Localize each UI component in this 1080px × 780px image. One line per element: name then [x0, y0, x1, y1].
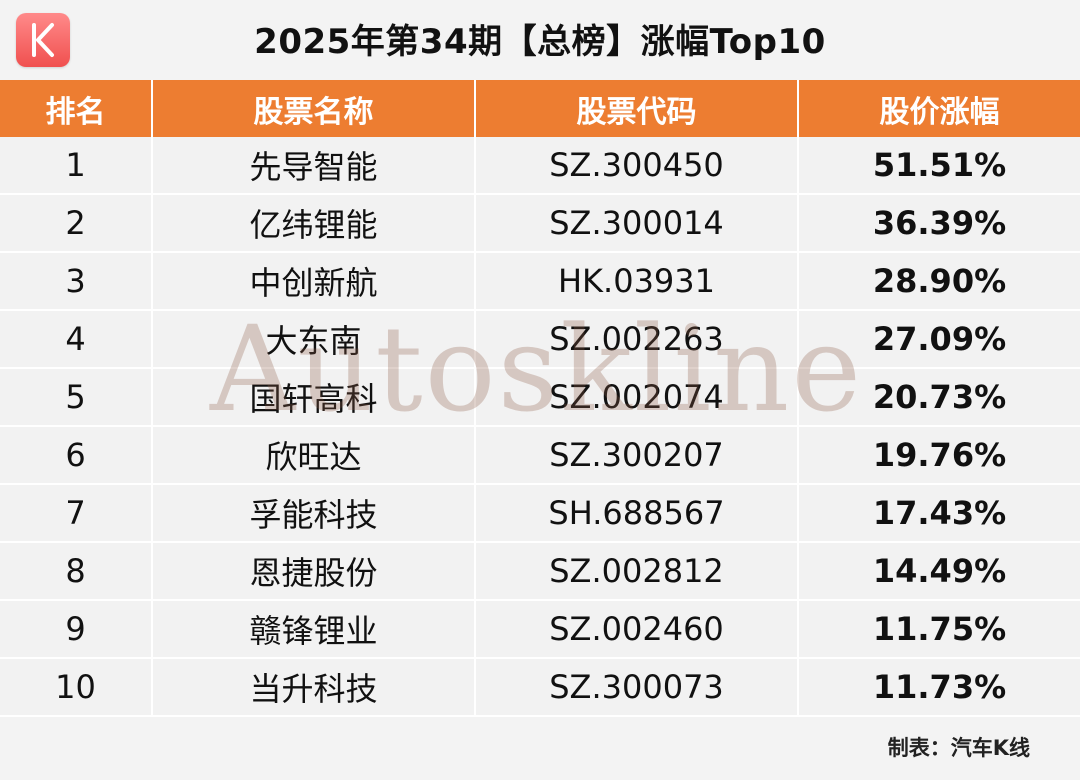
ranking-table: 排名 股票名称 股票代码 股价涨幅 1 先导智能 SZ.300450 51.51…	[0, 80, 1080, 717]
page-title: 2025年第34期【总榜】涨幅Top10	[254, 22, 826, 62]
stock-name-cell: 亿纬锂能	[151, 194, 476, 253]
price-change-cell: 51.51%	[797, 137, 1080, 195]
footer-credit: 制表：汽车K线	[887, 736, 1030, 760]
stock-code-cell: SH.688567	[474, 484, 799, 543]
table-row: 9 赣锋锂业 SZ.002460 11.75%	[0, 600, 1080, 659]
logo-letter: K	[16, 13, 70, 67]
stock-name-cell: 恩捷股份	[151, 542, 476, 601]
stock-name-cell: 孚能科技	[151, 484, 476, 543]
table-row: 7 孚能科技 SH.688567 17.43%	[0, 484, 1080, 543]
table-row: 8 恩捷股份 SZ.002812 14.49%	[0, 542, 1080, 601]
stock-code-cell: HK.03931	[474, 252, 799, 311]
column-header-rank: 排名	[0, 80, 153, 137]
stock-code-cell: SZ.002812	[474, 542, 799, 601]
table-row: 4 大东南 SZ.002263 27.09%	[0, 310, 1080, 369]
stock-code-cell: SZ.002074	[474, 368, 799, 427]
price-change-cell: 19.76%	[797, 426, 1080, 485]
price-change-cell: 17.43%	[797, 484, 1080, 543]
rank-cell: 6	[0, 426, 153, 485]
table-row: 5 国轩高科 SZ.002074 20.73%	[0, 368, 1080, 427]
price-change-cell: 27.09%	[797, 310, 1080, 369]
table-row: 3 中创新航 HK.03931 28.90%	[0, 252, 1080, 311]
rank-cell: 9	[0, 600, 153, 659]
table-row: 2 亿纬锂能 SZ.300014 36.39%	[0, 194, 1080, 253]
stock-name-cell: 赣锋锂业	[151, 600, 476, 659]
table-header-row: 排名 股票名称 股票代码 股价涨幅	[0, 80, 1080, 137]
rank-cell: 10	[0, 658, 153, 717]
stock-code-cell: SZ.300073	[474, 658, 799, 717]
rank-cell: 7	[0, 484, 153, 543]
stock-name-cell: 欣旺达	[151, 426, 476, 485]
column-header-price-change: 股价涨幅	[797, 80, 1080, 137]
column-header-stock-code: 股票代码	[474, 80, 799, 137]
stock-name-cell: 先导智能	[151, 137, 476, 195]
price-change-cell: 28.90%	[797, 252, 1080, 311]
price-change-cell: 36.39%	[797, 194, 1080, 253]
stock-name-cell: 中创新航	[151, 252, 476, 311]
table-row: 6 欣旺达 SZ.300207 19.76%	[0, 426, 1080, 485]
stock-name-cell: 国轩高科	[151, 368, 476, 427]
table-row: 1 先导智能 SZ.300450 51.51%	[0, 137, 1080, 195]
price-change-cell: 14.49%	[797, 542, 1080, 601]
kline-logo-icon: K	[16, 13, 70, 67]
stock-name-cell: 大东南	[151, 310, 476, 369]
price-change-cell: 11.75%	[797, 600, 1080, 659]
stock-code-cell: SZ.002460	[474, 600, 799, 659]
title-bar: K 2025年第34期【总榜】涨幅Top10	[0, 0, 1080, 80]
rank-cell: 1	[0, 137, 153, 195]
rank-cell: 2	[0, 194, 153, 253]
rank-cell: 8	[0, 542, 153, 601]
rank-cell: 5	[0, 368, 153, 427]
stock-code-cell: SZ.002263	[474, 310, 799, 369]
rank-cell: 4	[0, 310, 153, 369]
stock-code-cell: SZ.300014	[474, 194, 799, 253]
stock-code-cell: SZ.300450	[474, 137, 799, 195]
stock-code-cell: SZ.300207	[474, 426, 799, 485]
price-change-cell: 20.73%	[797, 368, 1080, 427]
rank-cell: 3	[0, 252, 153, 311]
column-header-stock-name: 股票名称	[151, 80, 476, 137]
price-change-cell: 11.73%	[797, 658, 1080, 717]
table-row: 10 当升科技 SZ.300073 11.73%	[0, 658, 1080, 717]
stock-name-cell: 当升科技	[151, 658, 476, 717]
